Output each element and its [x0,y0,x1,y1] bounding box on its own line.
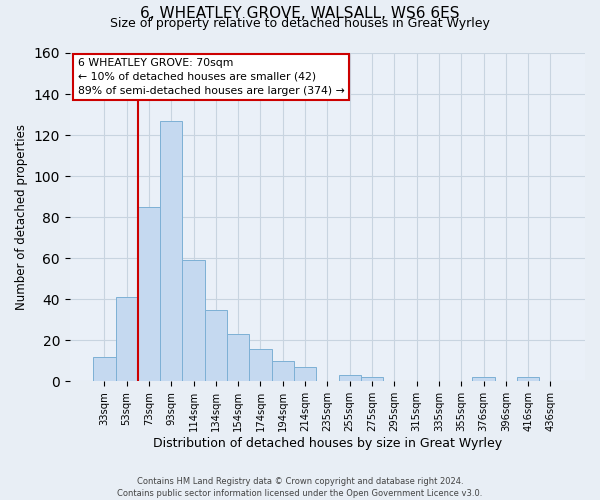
X-axis label: Distribution of detached houses by size in Great Wyrley: Distribution of detached houses by size … [153,437,502,450]
Bar [205,310,227,382]
Bar [227,334,250,382]
Y-axis label: Number of detached properties: Number of detached properties [15,124,28,310]
Bar [294,367,316,382]
Bar [116,297,138,382]
Bar [250,348,272,382]
Text: 6, WHEATLEY GROVE, WALSALL, WS6 6ES: 6, WHEATLEY GROVE, WALSALL, WS6 6ES [140,6,460,20]
Bar [361,377,383,382]
Bar [272,361,294,382]
Text: Size of property relative to detached houses in Great Wyrley: Size of property relative to detached ho… [110,18,490,30]
Bar [138,207,160,382]
Bar [338,375,361,382]
Text: 6 WHEATLEY GROVE: 70sqm
← 10% of detached houses are smaller (42)
89% of semi-de: 6 WHEATLEY GROVE: 70sqm ← 10% of detache… [77,58,344,96]
Bar [93,356,116,382]
Bar [472,377,494,382]
Bar [160,120,182,382]
Bar [182,260,205,382]
Bar [517,377,539,382]
Text: Contains HM Land Registry data © Crown copyright and database right 2024.
Contai: Contains HM Land Registry data © Crown c… [118,477,482,498]
